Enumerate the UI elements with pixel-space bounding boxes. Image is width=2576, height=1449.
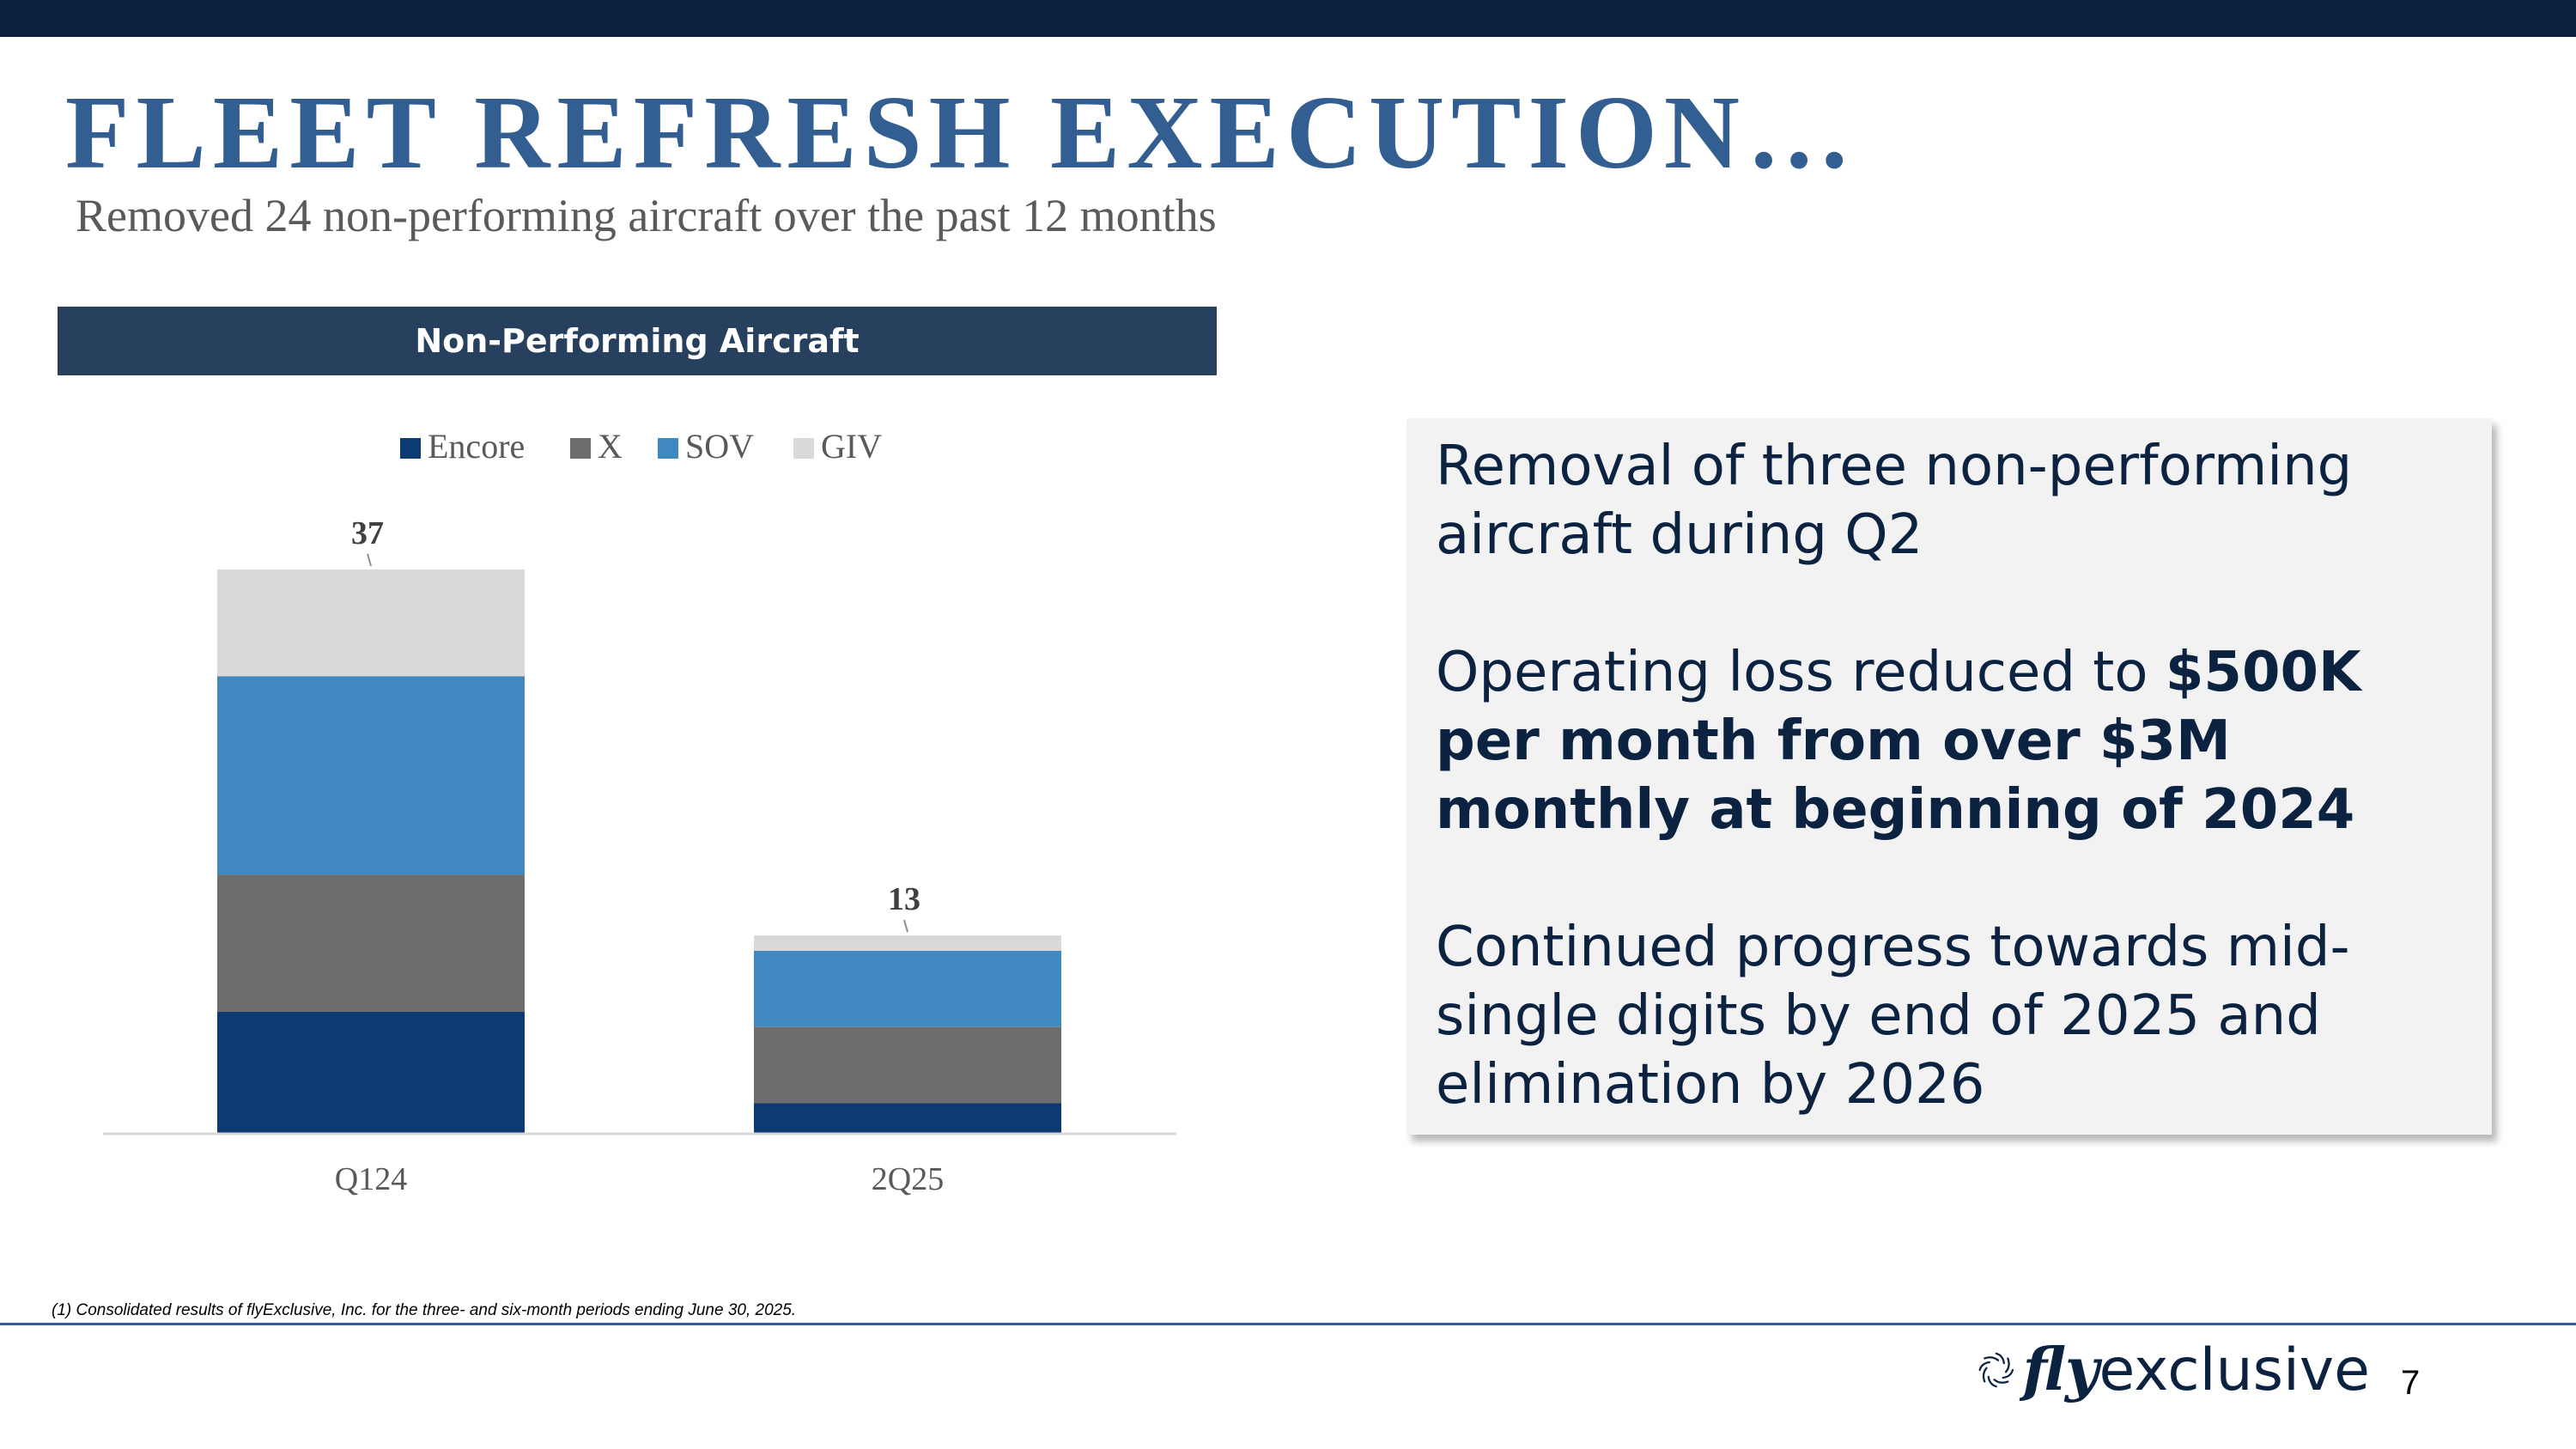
chart-legend: Encore X SOV GIV — [400, 427, 882, 466]
stacked-bar-chart: Encore X SOV GIV 37 Q124 13 2Q25 — [103, 427, 1176, 1197]
category-label-2q25: 2Q25 — [872, 1161, 944, 1197]
total-label-q124: 37 — [351, 515, 384, 551]
info-point-2-text: Operating loss reduced to — [1436, 641, 2166, 704]
info-panel: Removal of three non-performing aircraft… — [1406, 418, 2492, 1135]
bar-segment-x-q124 — [217, 874, 525, 1012]
info-point-1: Removal of three non-performing aircraft… — [1436, 435, 2353, 567]
info-point-3: Continued progress towards mid-single di… — [1436, 916, 2350, 1117]
logo-rest: exclusive — [2099, 1336, 2370, 1404]
chart-header: Non-Performing Aircraft — [58, 307, 1217, 375]
bar-segment-x-2q25 — [754, 1026, 1061, 1104]
legend-label-giv: GIV — [821, 427, 882, 466]
bar-segment-sov-2q25 — [754, 950, 1061, 1027]
bar-segment-encore-q124 — [217, 1011, 525, 1134]
total-leader-q124 — [367, 553, 372, 567]
slide-subtitle: Removed 24 non-performing aircraft over … — [76, 190, 1217, 241]
legend-label-sov: SOV — [685, 427, 754, 466]
bar-segment-giv-q124 — [217, 569, 525, 677]
total-label-2q25: 13 — [888, 881, 920, 917]
chart-bars — [217, 569, 1061, 1134]
logo-fly: fly — [2022, 1336, 2099, 1404]
total-leader-2q25 — [903, 919, 908, 933]
top-band — [0, 0, 2576, 37]
footer-rule — [0, 1323, 2576, 1325]
legend-swatch-x — [570, 438, 591, 459]
slide-title: FLEET REFRESH EXECUTION… — [65, 75, 1858, 191]
logo-wordmark: flyexclusive — [2023, 1336, 2370, 1404]
legend-swatch-sov — [658, 438, 678, 459]
legend-swatch-giv — [793, 438, 814, 459]
legend-swatch-encore — [400, 438, 421, 459]
bar-segment-giv-2q25 — [754, 935, 1061, 951]
chart-labels: 37 Q124 13 2Q25 — [335, 515, 944, 1197]
bar-segment-encore-2q25 — [754, 1103, 1061, 1134]
info-point-2-emphasis: $500K per month from over $3M monthly at… — [1436, 641, 2361, 842]
info-point-2: Operating loss reduced to $500K per mont… — [1436, 638, 2466, 844]
chart-header-label: Non-Performing Aircraft — [415, 322, 860, 360]
footnote: (1) Consolidated results of flyExclusive… — [52, 1301, 797, 1319]
flyexclusive-logo: flyexclusive — [1975, 1336, 2370, 1404]
legend-label-x: X — [598, 427, 623, 466]
bar-segment-sov-q124 — [217, 676, 525, 875]
legend-label-encore: Encore — [428, 427, 525, 466]
turbine-icon — [1978, 1352, 2014, 1388]
category-label-q124: Q124 — [335, 1161, 407, 1197]
page-number: 7 — [2401, 1364, 2421, 1402]
